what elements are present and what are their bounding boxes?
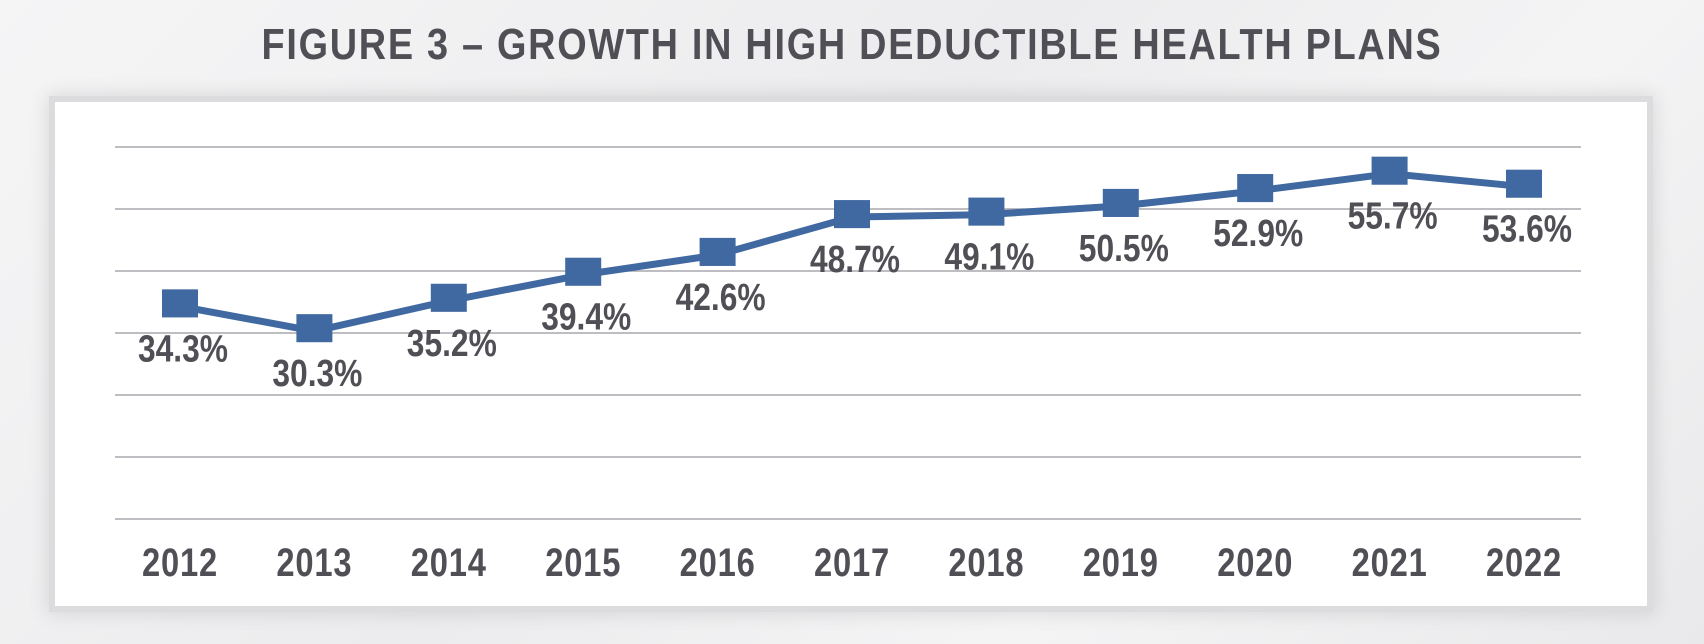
- data-label: 39.4%: [541, 297, 631, 339]
- chart-panel: 34.3% 30.3% 35.2% 39.4% 42.6% 48.7% 49.1% 50.5%…: [55, 102, 1647, 606]
- data-point-marker: [565, 257, 602, 286]
- x-tick-label: 2018: [948, 541, 1024, 585]
- line-chart: 34.3% 30.3% 35.2% 39.4% 42.6% 48.7% 49.1% 50.5%…: [115, 146, 1581, 585]
- data-label: 52.9%: [1213, 213, 1303, 255]
- data-point-marker: [162, 289, 198, 318]
- data-label-layer: 34.3% 30.3% 35.2% 39.4% 42.6% 48.7% 49.1% 50.5%…: [138, 196, 1572, 395]
- data-label: 42.6%: [676, 277, 766, 319]
- data-point-marker: [296, 314, 333, 343]
- x-tick-label: 2016: [680, 541, 756, 585]
- data-point-marker: [699, 237, 736, 266]
- data-label: 30.3%: [272, 353, 362, 395]
- x-tick-label: 2014: [411, 541, 487, 585]
- data-point-marker: [834, 200, 870, 229]
- data-label: 35.2%: [407, 323, 497, 365]
- data-label: 50.5%: [1079, 228, 1169, 270]
- data-point-marker: [1371, 156, 1408, 185]
- data-point-marker: [968, 197, 1005, 226]
- data-point-marker: [1237, 174, 1274, 203]
- data-point-marker: [1506, 169, 1542, 198]
- x-tick-label: 2022: [1486, 541, 1562, 585]
- x-tick-label: 2012: [142, 541, 218, 585]
- data-point-marker: [430, 283, 467, 312]
- x-axis-ticks: 2012 2013 2014 2015 2016 2017 2018 2019 2020 2021…: [142, 541, 1562, 585]
- data-label: 55.7%: [1348, 196, 1438, 238]
- x-tick-label: 2015: [545, 541, 621, 585]
- data-point-marker: [1102, 188, 1139, 217]
- data-label: 34.3%: [138, 328, 228, 370]
- x-tick-label: 2020: [1217, 541, 1293, 585]
- data-label: 53.6%: [1482, 209, 1572, 251]
- data-label: 48.7%: [810, 239, 900, 281]
- page-title: FIGURE 3 – GROWTH IN HIGH DEDUCTIBLE HEA…: [261, 20, 1443, 69]
- data-label: 49.1%: [944, 237, 1034, 279]
- marker-layer: [162, 156, 1542, 343]
- x-tick-label: 2019: [1083, 541, 1159, 585]
- x-tick-label: 2021: [1352, 541, 1428, 585]
- x-tick-label: 2017: [814, 541, 890, 585]
- x-tick-label: 2013: [276, 541, 352, 585]
